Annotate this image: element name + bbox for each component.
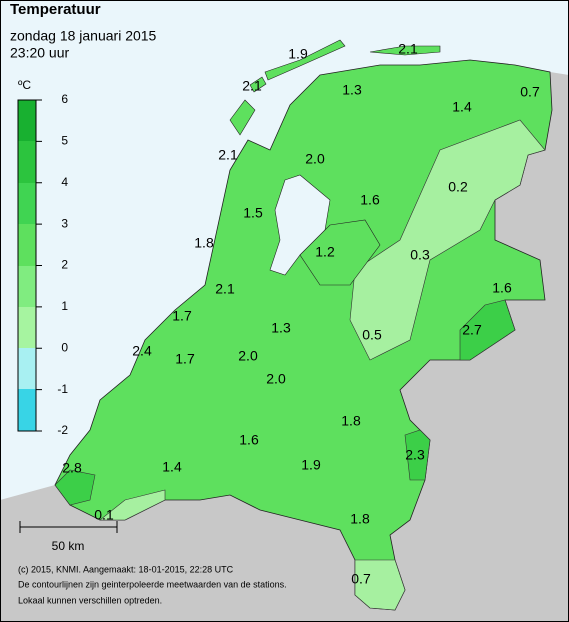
station-value: 2.0 [238,348,258,364]
station-value: 2.1 [242,78,262,94]
colorbar-tick-label: 4 [61,175,68,189]
colorbar-band [18,100,36,141]
station-value: 2.8 [62,460,82,476]
cool-region [349,119,546,361]
station-value: 2.1 [218,147,238,163]
colorbar-band [18,183,36,224]
station-value: 1.6 [492,280,512,296]
station-value: 1.3 [271,320,291,336]
station-value: 1.2 [315,244,335,260]
footer-line: Lokaal kunnen verschillen optreden. [18,595,162,605]
colorbar-tick-label: 0 [61,340,68,354]
scale-label: 50 km [52,539,85,553]
warm-region [459,299,516,361]
station-value: 1.5 [243,205,263,221]
colorbar-tick-label: -1 [57,382,68,396]
colorbar-band [18,141,36,183]
station-value: 1.8 [350,511,370,527]
station-value: 1.9 [301,457,321,473]
station-value: 0.7 [520,84,540,100]
colorbar-band [18,389,36,431]
station-value: 2.3 [405,447,425,463]
station-value: 2.0 [266,371,286,387]
date: zondag 18 januari 2015 [10,28,157,44]
colorbar-tick-label: 1 [61,299,68,313]
colorbar-tick-label: 6 [61,92,68,106]
time: 23:20 uur [10,45,69,61]
station-value: 1.8 [341,413,361,429]
station-value: 1.7 [172,308,192,324]
station-value: 1.9 [288,46,308,62]
station-value: 0.5 [362,327,382,343]
station-value: 2.7 [462,322,482,338]
footer-line: (c) 2015, KNMI. Aangemaakt: 18-01-2015, … [18,564,234,574]
colorbar-band [18,307,36,348]
station-value: 1.7 [175,351,195,367]
colorbar-band [18,224,36,266]
warm-region-sw [54,469,96,506]
station-value: 0.7 [351,571,371,587]
station-value: 1.4 [162,459,182,475]
title: Temperatuur [10,1,101,18]
island [369,45,441,56]
colorbar-tick-label: 2 [61,258,68,272]
station-value: 2.0 [305,151,325,167]
station-value: 1.6 [360,192,380,208]
colorbar-tick-label: 5 [61,134,68,148]
station-value: 1.4 [452,99,472,115]
colorbar-tick-label: -2 [57,423,68,437]
colorbar-band [18,266,36,307]
lake [269,174,331,276]
island [229,99,256,136]
station-value: 1.3 [342,82,362,98]
colorbar-band [18,348,36,389]
station-value: 2.4 [132,343,152,359]
station-value: 0.1 [94,507,114,523]
sea [0,0,569,500]
station-value: 0.2 [448,179,468,195]
footer-line: De contourlijnen zijn geinterpoleerde me… [18,579,287,589]
station-value: 1.6 [239,432,259,448]
station-value: 2.1 [215,281,235,297]
island [249,76,267,93]
island [264,39,346,81]
cool-region-sw [99,489,166,521]
colorbar-tick-label: 3 [61,216,68,230]
legend-unit: ºC [18,78,31,92]
cool-region-south [354,559,406,611]
station-value: 1.8 [194,235,214,251]
flevoland [299,219,381,286]
warm-region-se [404,429,431,481]
station-value: 2.1 [398,41,418,57]
station-value: 0.3 [410,247,430,263]
